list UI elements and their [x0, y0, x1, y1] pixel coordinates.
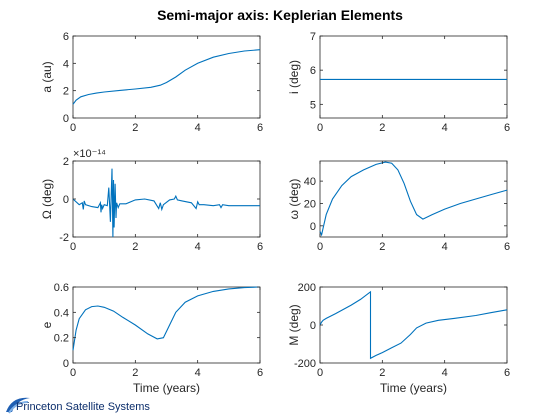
y-tick-label: 0.6: [54, 282, 69, 294]
x-tick-label: 2: [379, 241, 385, 253]
y-axis-label-M: M (deg): [287, 304, 301, 345]
y-tick-label: 6: [63, 31, 69, 43]
x-tick-label: 4: [195, 122, 201, 134]
axes-box-a: [72, 35, 261, 119]
axes-box-e: [72, 286, 261, 364]
panel-e: 0 2 4 6 0 0.2 0.4 0.6 e Time (years): [40, 282, 263, 395]
series-line-Omega: [72, 168, 260, 238]
y-axis-label-a: a (au): [40, 61, 54, 92]
x-tick-label: 6: [257, 122, 263, 134]
y-tick-label: -2: [59, 232, 69, 244]
x-tick-label: 0: [70, 241, 76, 253]
y-tick-label: 2: [63, 156, 69, 168]
y-tick-label: 2: [63, 86, 69, 98]
y-tick-label: 0: [310, 320, 316, 332]
y-axis-label-Omega: Ω (deg): [40, 179, 54, 219]
x-axis-label-e: Time (years): [133, 381, 200, 395]
princeton-logo-icon: [6, 397, 30, 414]
y-tick-label: 200: [298, 282, 316, 294]
x-tick-label: 2: [132, 367, 138, 379]
y-tick-label: 20: [304, 198, 316, 210]
x-tick-label: 2: [379, 367, 385, 379]
x-tick-label: 0: [70, 367, 76, 379]
y-tick-label: 7: [310, 31, 316, 43]
x-tick-label: 4: [195, 367, 201, 379]
panel-i: 0 2 4 6 5 6 7 i (deg): [287, 31, 510, 134]
x-tick-label: 2: [379, 122, 385, 134]
x-tick-label: 4: [442, 122, 448, 134]
panel-a: 0 2 4 6 0 2 4 6 a (au): [40, 31, 263, 134]
y-axis-label-i: i (deg): [287, 60, 301, 94]
x-tick-label: 6: [257, 241, 263, 253]
x-tick-label: 4: [442, 367, 448, 379]
x-tick-label: 6: [504, 122, 510, 134]
x-tick-label: 0: [317, 241, 323, 253]
x-tick-label: 0: [70, 122, 76, 134]
x-tick-label: 6: [504, 241, 510, 253]
axes-box-M: [319, 286, 508, 364]
x-tick-label: 0: [317, 367, 323, 379]
axes-box-Omega: [72, 160, 261, 238]
y-axis-label-e: e: [40, 321, 54, 328]
axes-box-i: [319, 35, 508, 119]
y-tick-label: 0: [63, 194, 69, 206]
x-tick-label: 4: [442, 241, 448, 253]
y-tick-label: 0: [63, 358, 69, 370]
series-line-omega: [319, 161, 508, 237]
y-tick-label: 0.4: [54, 307, 69, 319]
y-tick-label: 0: [63, 113, 69, 125]
y-tick-label: 0: [310, 221, 316, 233]
axes-box-omega: [319, 160, 508, 238]
y-tick-label: 5: [310, 99, 316, 111]
figure-title: Semi-major axis: Keplerian Elements: [157, 7, 403, 23]
x-tick-label: 4: [195, 241, 201, 253]
x-axis-label-M: Time (years): [380, 381, 447, 395]
y-tick-label: -200: [294, 358, 316, 370]
series-line-M: [319, 290, 508, 360]
series-line-a: [72, 49, 261, 105]
x-tick-label: 6: [504, 367, 510, 379]
logo-text: Princeton Satellite Systems: [16, 401, 150, 413]
y-tick-label: 40: [304, 176, 316, 188]
panel-omega: 0 2 4 6 0 20 40ω (deg): [287, 160, 510, 253]
y-tick-label: 6: [310, 65, 316, 77]
x-tick-label: 6: [257, 367, 263, 379]
y-exponent-label-Omega: ×10⁻¹⁴: [73, 148, 106, 160]
y-tick-label: 0.2: [54, 333, 69, 345]
y-tick-label: 4: [63, 58, 69, 70]
x-tick-label: 2: [132, 122, 138, 134]
y-axis-label-omega: ω (deg): [287, 179, 301, 220]
x-tick-label: 2: [132, 241, 138, 253]
series-line-e: [72, 286, 261, 351]
x-tick-label: 0: [317, 122, 323, 134]
